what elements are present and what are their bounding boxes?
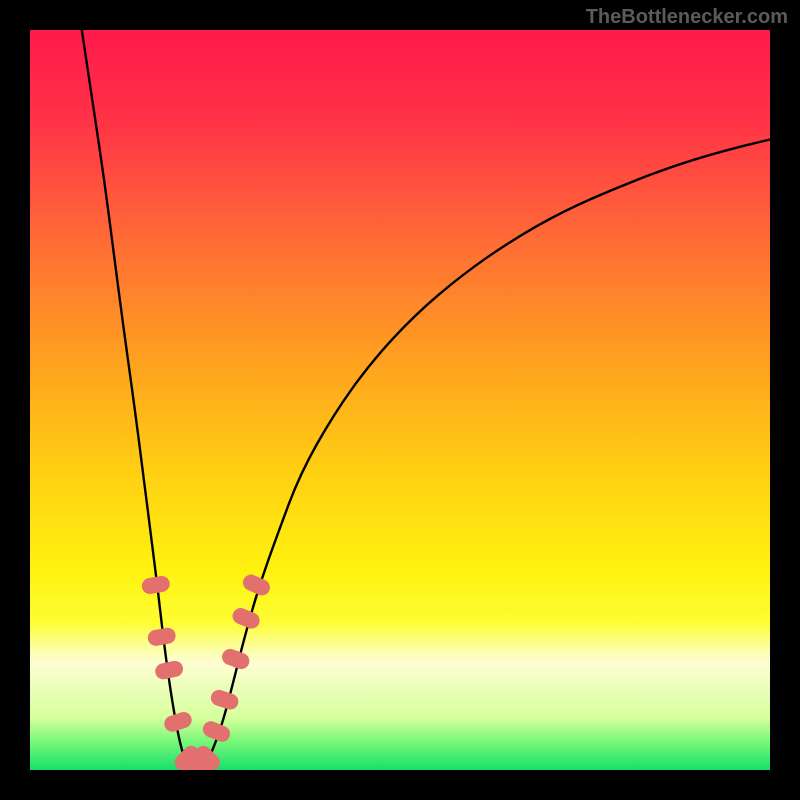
data-marker [154, 659, 185, 680]
data-marker [147, 626, 177, 647]
curves-layer [30, 30, 770, 770]
data-marker [141, 575, 171, 596]
curve-right_branch [197, 140, 771, 770]
watermark-text: TheBottlenecker.com [586, 6, 788, 29]
data-marker [162, 710, 194, 734]
bottleneck-chart: TheBottlenecker.com [0, 0, 800, 800]
data-marker [230, 606, 262, 631]
data-marker [209, 688, 241, 712]
plot-area [30, 30, 770, 770]
curve-left_branch [82, 30, 197, 770]
